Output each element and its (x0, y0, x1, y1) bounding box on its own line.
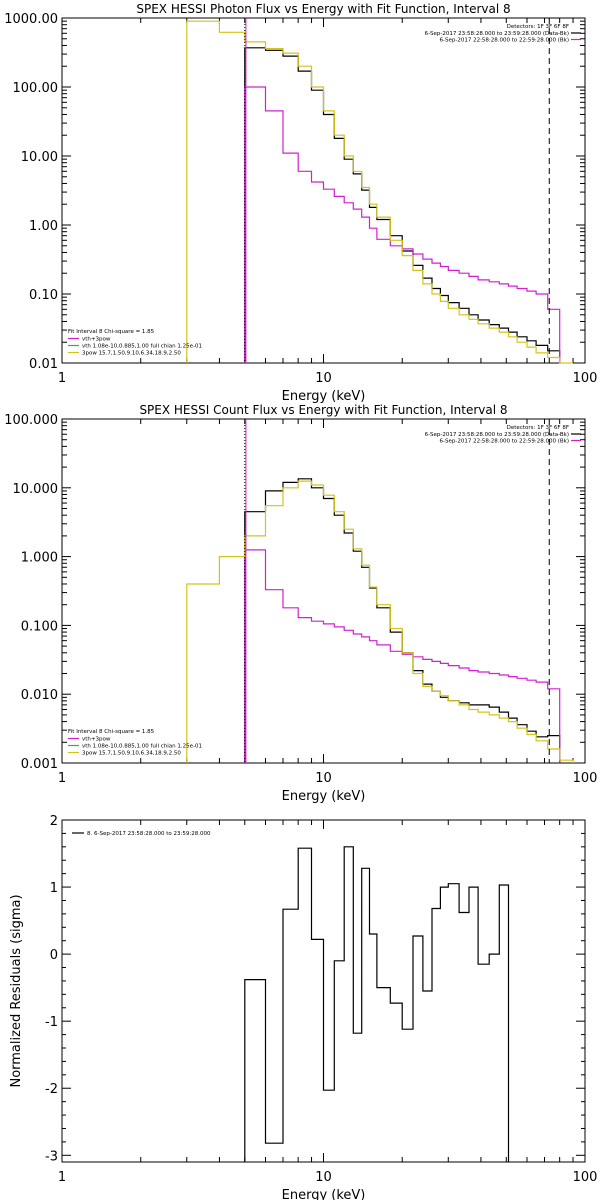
legend-entry: 6-Sep-2017 23:58:28.000 to 23:59:28.000 … (425, 31, 569, 37)
y-tick-label: 2 (50, 814, 58, 829)
series-line-2 (244, 86, 561, 363)
x-tick-label: 1 (58, 371, 66, 386)
legend-entry: 6-Sep-2017 22:58:28.000 to 22:59:28.000 … (440, 439, 570, 445)
fit-info-header: Fit Interval 8 Chi-square = 1.85 (68, 729, 155, 735)
y-tick-label: 10.000 (13, 482, 59, 497)
x-tick-label: 1 (58, 1170, 66, 1185)
y-tick-label: 1 (50, 881, 58, 896)
y-tick-label: 0.001 (21, 757, 58, 772)
x-tick-label: 10 (315, 771, 332, 786)
y-tick-label: 10.00 (21, 150, 58, 165)
x-tick-label: 1 (58, 771, 66, 786)
y-axis-label: Normalized Residuals (sigma) (9, 894, 24, 1087)
fit-info-entry: vth 1.08e-10,0.885,1.00 full chian 1.25e… (82, 344, 202, 350)
x-tick-label: 100 (573, 1170, 598, 1185)
legend-header: Detectors: 1F 3F 6F 8F (507, 425, 569, 431)
fit-info-entry: vth+3pow (82, 337, 111, 343)
fit-info-entry: vth+3pow (82, 737, 111, 743)
series-line-2 (244, 549, 561, 763)
y-tick-label: 0.10 (29, 288, 58, 303)
plot-frame (61, 418, 586, 764)
legend-header: Detectors: 1F 3F 6F 8F (507, 24, 569, 30)
panel-2: SPEX HESSI Count Flux vs Energy with Fit… (4, 403, 597, 804)
x-tick-label: 100 (573, 771, 598, 786)
series-line-1 (244, 846, 510, 1162)
x-axis-label: Energy (keV) (282, 789, 366, 804)
y-tick-label: 100.00 (13, 81, 59, 96)
legend-entry: 6-Sep-2017 22:58:28.000 to 22:59:28.000 … (440, 38, 570, 44)
y-tick-label: -3 (45, 1149, 58, 1164)
fit-info-header: Fit Interval 8 Chi-square = 1.85 (68, 329, 155, 335)
fit-info-entry: vth 1.08e-10,0.885,1.00 full chian 1.25e… (82, 744, 202, 750)
y-tick-label: 0 (50, 948, 58, 963)
series-line-3 (186, 20, 573, 364)
y-tick-label: 100.000 (4, 413, 58, 428)
y-tick-label: 0.01 (29, 357, 58, 372)
y-tick-label: 1000.00 (4, 12, 58, 27)
x-tick-label: 10 (315, 371, 332, 386)
fit-info-entry: 3pow 15.7,1.50,9.10,6.34,18.9,2.50 (82, 351, 181, 357)
x-tick-label: 100 (573, 371, 598, 386)
legend-entry: 8. 6-Sep-2017 23:58:28.000 to 23:59:28.0… (87, 831, 211, 837)
chart-title: SPEX HESSI Count Flux vs Energy with Fit… (139, 403, 507, 417)
y-tick-label: -1 (45, 1015, 58, 1030)
y-tick-label: 0.010 (21, 688, 58, 703)
series-line-3 (186, 480, 574, 763)
y-tick-label: 1.000 (21, 551, 58, 566)
chart-title: SPEX HESSI Photon Flux vs Energy with Fi… (136, 2, 510, 16)
series-line-1 (244, 478, 561, 763)
y-tick-label: 1.00 (29, 219, 58, 234)
series-line-1 (244, 47, 561, 363)
panel-1: SPEX HESSI Photon Flux vs Energy with Fi… (4, 2, 597, 404)
x-axis-label: Energy (keV) (282, 389, 366, 404)
fit-info-entry: 3pow 15.7,1.50,9.10,6.34,18.9,2.50 (82, 751, 181, 757)
x-tick-label: 10 (315, 1170, 332, 1185)
y-tick-label: 0.100 (21, 619, 58, 634)
legend-entry: 6-Sep-2017 23:58:28.000 to 23:59:28.000 … (425, 432, 569, 438)
x-axis-label: Energy (keV) (282, 1188, 366, 1200)
y-tick-label: -2 (45, 1082, 58, 1097)
plot-frame (61, 17, 586, 364)
